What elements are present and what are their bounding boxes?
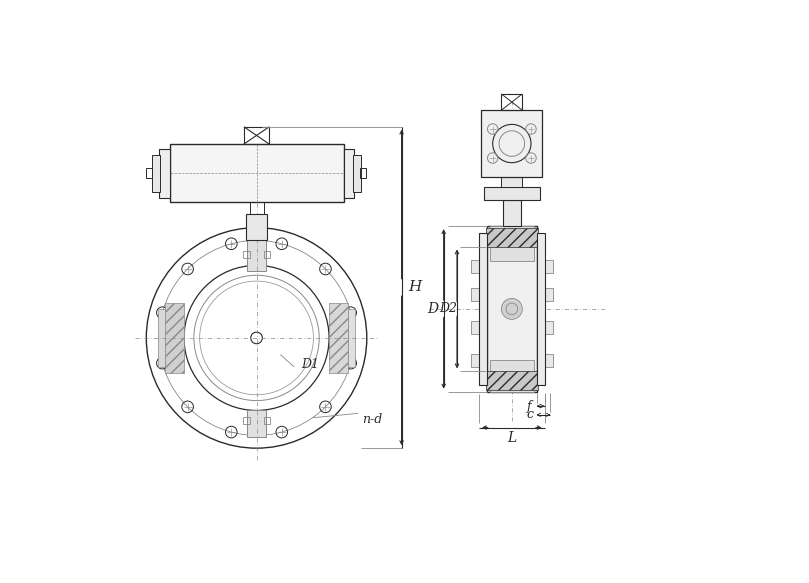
Bar bbox=[159, 149, 170, 198]
Circle shape bbox=[502, 298, 523, 319]
Bar bbox=[244, 127, 269, 144]
Bar bbox=[166, 303, 184, 373]
Bar bbox=[471, 321, 487, 333]
Bar bbox=[502, 94, 523, 110]
Text: D1: D1 bbox=[302, 357, 320, 371]
Bar bbox=[536, 354, 553, 367]
Bar bbox=[344, 149, 354, 198]
Bar bbox=[471, 260, 487, 272]
Bar bbox=[248, 410, 266, 437]
Bar bbox=[479, 233, 487, 385]
Text: H: H bbox=[408, 280, 421, 294]
Bar bbox=[502, 177, 523, 187]
Bar bbox=[486, 228, 538, 247]
Bar bbox=[353, 154, 361, 192]
Bar bbox=[329, 303, 348, 373]
Bar bbox=[248, 239, 266, 271]
Bar bbox=[486, 371, 538, 390]
Bar bbox=[487, 226, 536, 392]
Bar bbox=[246, 214, 267, 240]
Bar bbox=[481, 110, 542, 177]
Bar bbox=[250, 202, 264, 214]
Text: L: L bbox=[507, 431, 516, 445]
Bar bbox=[490, 226, 534, 261]
Bar bbox=[243, 417, 250, 424]
Text: c: c bbox=[526, 408, 533, 422]
Bar bbox=[264, 417, 270, 424]
Bar bbox=[536, 233, 544, 385]
Bar bbox=[348, 309, 354, 367]
Bar bbox=[536, 260, 553, 272]
Bar bbox=[490, 360, 534, 392]
Text: n-d: n-d bbox=[362, 413, 383, 426]
Bar bbox=[146, 168, 152, 178]
Bar bbox=[264, 251, 270, 258]
Bar bbox=[170, 144, 344, 202]
Text: f: f bbox=[527, 399, 532, 413]
Bar bbox=[471, 354, 487, 367]
Bar bbox=[360, 168, 366, 178]
Bar bbox=[484, 187, 540, 200]
Bar bbox=[471, 288, 487, 301]
Bar bbox=[152, 154, 160, 192]
Bar bbox=[536, 321, 553, 333]
Bar bbox=[243, 251, 250, 258]
Bar bbox=[536, 288, 553, 301]
Bar bbox=[503, 200, 520, 226]
Text: D2: D2 bbox=[438, 303, 457, 315]
Bar bbox=[159, 309, 166, 367]
Text: D: D bbox=[428, 302, 438, 316]
